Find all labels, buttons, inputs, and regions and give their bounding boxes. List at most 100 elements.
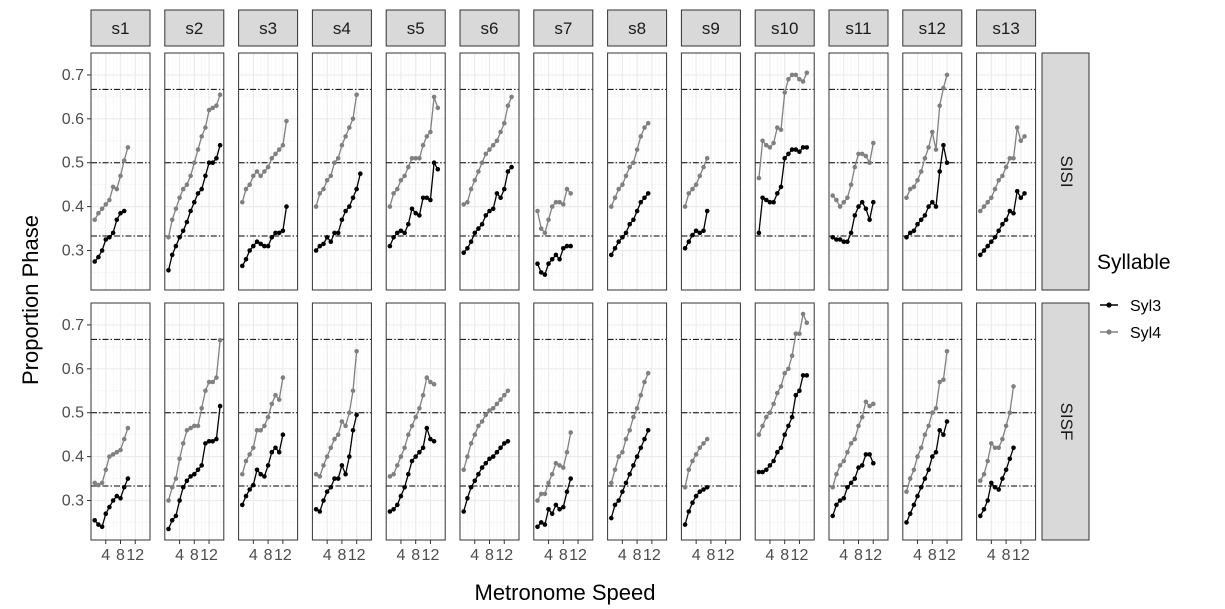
data-point-syl3 (431, 160, 437, 165)
data-point-syl4 (704, 436, 710, 442)
data-point-syl4 (1018, 138, 1024, 144)
panel-border (828, 52, 889, 291)
data-point-syl4 (409, 156, 415, 161)
data-point-syl3 (269, 235, 275, 240)
data-point-syl4 (627, 428, 632, 433)
data-point-syl3 (391, 235, 396, 240)
data-point-syl3 (166, 526, 171, 532)
panel-s1-SISF (90, 302, 151, 541)
data-point-syl3 (538, 520, 544, 525)
data-point-syl3 (623, 480, 629, 486)
data-point-syl3 (468, 485, 474, 490)
data-point-syl3 (265, 243, 271, 249)
data-point-syl4 (867, 403, 872, 409)
data-point-syl4 (760, 423, 765, 429)
data-point-syl4 (797, 331, 802, 337)
legend-label: Syl3 (1130, 298, 1161, 315)
data-point-syl4 (623, 173, 629, 179)
data-point-syl4 (542, 230, 548, 236)
x-tick-label: 8 (1002, 547, 1011, 564)
facet-label-s10: s10 (771, 19, 798, 38)
data-point-syl3 (505, 439, 511, 444)
data-point-syl3 (354, 412, 359, 418)
data-point-syl4 (398, 454, 404, 459)
data-point-syl3 (502, 441, 507, 446)
panel-s11-SISI (828, 52, 889, 291)
data-point-syl3 (324, 489, 330, 495)
data-point-syl4 (339, 142, 345, 148)
data-point-syl3 (764, 197, 769, 203)
facet-label-SISI: SISI (1057, 155, 1076, 187)
data-point-syl4 (778, 127, 784, 133)
data-point-syl3 (760, 195, 765, 201)
data-point-syl4 (704, 156, 710, 161)
data-point-syl4 (313, 471, 319, 477)
data-point-syl4 (620, 182, 625, 187)
panel-s3-SISF (238, 302, 299, 541)
facet-strip-SISI (1041, 52, 1090, 291)
data-point-syl3 (420, 195, 426, 201)
x-tick-label: 12 (569, 547, 587, 564)
data-point-syl4 (996, 445, 1001, 451)
data-point-syl3 (468, 239, 474, 244)
data-point-syl4 (856, 423, 861, 429)
panel-s9-SISI (680, 52, 741, 291)
data-point-syl4 (686, 191, 692, 196)
data-point-syl4 (262, 169, 267, 174)
data-point-syl3 (786, 151, 791, 157)
data-point-syl3 (217, 142, 223, 148)
data-point-syl4 (561, 202, 566, 207)
data-point-syl4 (406, 164, 411, 170)
data-point-syl3 (177, 235, 182, 240)
data-point-syl4 (535, 498, 540, 503)
x-tick-label: 8 (928, 547, 937, 564)
facet-label-s7: s7 (554, 19, 572, 38)
data-point-syl3 (195, 467, 201, 473)
data-point-syl4 (638, 134, 644, 139)
x-tick-label: 8 (411, 547, 420, 564)
data-point-syl4 (461, 202, 467, 207)
facet-strip-SISF (1041, 302, 1090, 541)
data-point-syl3 (930, 199, 935, 205)
data-point-syl4 (192, 160, 197, 165)
data-point-syl4 (634, 406, 640, 411)
data-point-syl4 (173, 206, 179, 212)
data-point-syl4 (775, 390, 780, 396)
data-point-syl3 (169, 518, 175, 523)
data-point-syl4 (1003, 423, 1009, 429)
data-point-syl4 (871, 140, 876, 146)
data-point-syl3 (280, 432, 286, 438)
data-point-syl3 (335, 230, 341, 236)
facet-strip-s4 (311, 9, 372, 47)
data-point-syl3 (195, 191, 201, 196)
data-point-syl3 (830, 235, 835, 240)
x-tick-label: 12 (348, 547, 366, 564)
data-point-syl4 (332, 436, 337, 442)
data-point-syl4 (328, 445, 334, 451)
panel-s8-SISI (607, 52, 668, 291)
data-point-syl4 (782, 90, 787, 95)
data-point-syl4 (188, 173, 193, 179)
facet-strip-s2 (164, 9, 225, 47)
data-point-syl4 (915, 454, 920, 459)
data-point-syl4 (941, 377, 946, 383)
data-point-syl3 (339, 217, 345, 223)
data-point-syl4 (645, 120, 651, 126)
data-point-syl4 (262, 423, 267, 429)
data-point-syl4 (771, 140, 776, 146)
data-point-syl3 (428, 197, 433, 203)
data-point-syl4 (845, 449, 850, 455)
data-point-syl3 (907, 230, 913, 236)
legend-items: Syl3 Syl4 (1100, 298, 1161, 342)
data-point-syl4 (413, 156, 419, 161)
panel-s10-SISF (754, 302, 815, 541)
data-point-syl3 (125, 476, 131, 481)
data-point-syl3 (476, 471, 481, 477)
facet-label-s1: s1 (112, 19, 130, 38)
data-point-syl3 (276, 230, 282, 236)
data-point-syl3 (933, 204, 939, 209)
data-point-syl3 (1000, 476, 1005, 481)
x-tick-label: 8 (559, 547, 568, 564)
data-point-syl4 (989, 195, 994, 201)
data-point-syl4 (395, 463, 400, 468)
